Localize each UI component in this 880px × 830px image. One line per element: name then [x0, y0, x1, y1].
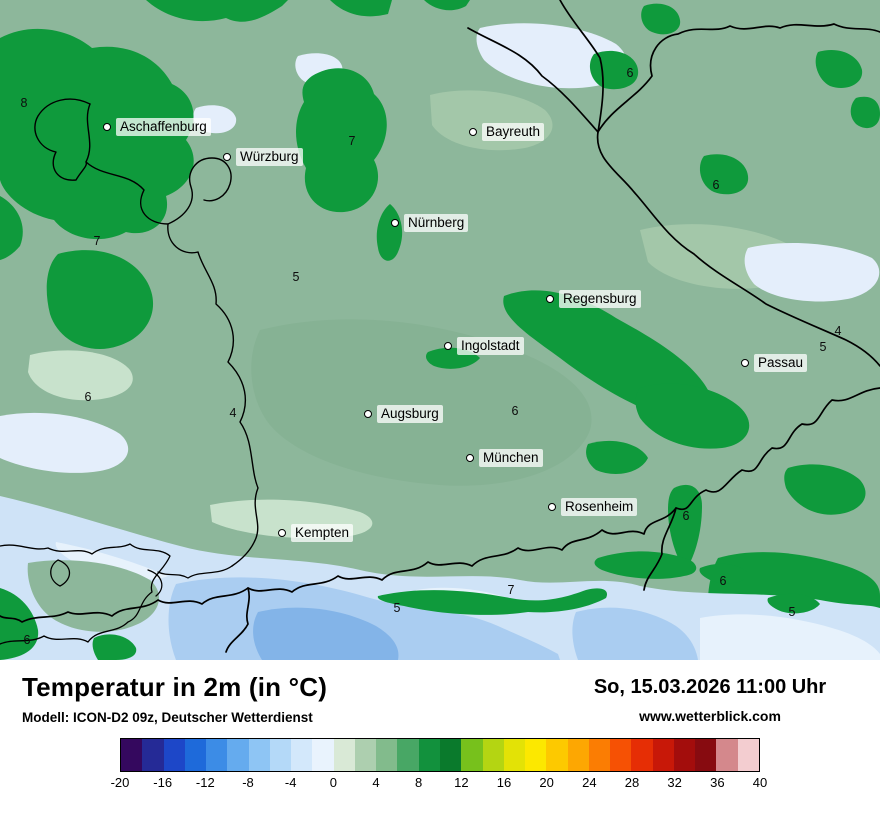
map-area: Aschaffenburg Würzburg Bayreuth Nürnberg Reg…: [0, 0, 880, 660]
temperature-value-label: 7: [93, 234, 101, 248]
temperature-value-label: 5: [393, 601, 401, 615]
temperature-value-label: 8: [20, 96, 28, 110]
colorbar-segment: [206, 739, 228, 771]
temperature-value-label: 6: [712, 178, 720, 192]
colorbar-ticks: -20 -16 -12 -8 -4 0 4 8 12 16 20 24 28 32 36 40: [111, 775, 768, 793]
border-austria: [0, 387, 880, 623]
website-label: www.wetterblick.com: [639, 708, 781, 724]
colorbar-tick-label: 28: [624, 775, 640, 790]
colorbar-segment: [121, 739, 143, 771]
border-czech-north: [597, 23, 880, 133]
colorbar-segment: [546, 739, 568, 771]
temperature-value-label: 6: [511, 404, 519, 418]
colorbar-segment: [737, 739, 759, 771]
colorbar-segment: [461, 739, 483, 771]
colorbar-segment: [588, 739, 611, 771]
colorbar-segment: [503, 739, 526, 771]
colorbar-tick-label: 12: [454, 775, 469, 790]
temperature-value-label: 6: [23, 633, 31, 647]
colorbar-tick-label: 16: [496, 775, 512, 790]
border-fuessen-wedge: [225, 587, 250, 653]
colorbar-segment: [652, 739, 674, 771]
temperature-value-label: 5: [292, 270, 300, 284]
model-info: Modell: ICON-D2 09z, Deutscher Wetterdie…: [22, 710, 313, 725]
border-wuerzburg-loop: [167, 157, 232, 225]
colorbar-segment: [482, 739, 504, 771]
colorbar-segment: [312, 739, 334, 771]
colorbar-segment: [418, 739, 440, 771]
colorbar-segment: [610, 739, 632, 771]
colorbar-tick-label: 36: [710, 775, 725, 790]
colorbar-segment: [376, 739, 398, 771]
temperature-value-label: 6: [682, 509, 690, 523]
border-connector-southwest: [157, 565, 233, 579]
colorbar-segment: [567, 739, 589, 771]
footer-right: So, 15.03.2026 11:00 Uhr www.wetterblick…: [560, 672, 860, 724]
temperature-value-label: 6: [626, 66, 634, 80]
border-czech: [467, 27, 880, 367]
colorbar-segment: [439, 739, 462, 771]
colorbar-segment: [354, 739, 377, 771]
border-tyrol-wedge: [643, 507, 677, 591]
colorbar-tick-label: 8: [415, 775, 423, 790]
footer-left: Temperatur in 2m (in °C) Modell: ICON-D2…: [22, 672, 327, 725]
colorbar-segment: [631, 739, 653, 771]
temperature-value-label: 6: [719, 574, 727, 588]
colorbar-segment: [525, 739, 547, 771]
colorbar-tick-label: -20: [110, 775, 130, 790]
temperature-value-label: 4: [834, 324, 842, 338]
colorbar-tick-label: 20: [539, 775, 554, 790]
colorbar-segment: [248, 739, 270, 771]
colorbar-segment: [184, 739, 207, 771]
colorbar-tick-label: -12: [195, 775, 215, 790]
colorbar-tick-label: -4: [284, 775, 297, 790]
colorbar-tick-label: 0: [329, 775, 337, 790]
colorbar-segment: [227, 739, 249, 771]
colorbar-segment: [163, 739, 185, 771]
border-saxony: [559, 0, 604, 133]
temperature-map-svg: [0, 0, 880, 660]
colorbar-tick-label: 40: [752, 775, 768, 790]
temperature-value-label: 6: [84, 390, 92, 404]
colorbar-tick-label: -8: [242, 775, 254, 790]
colorbar-segment: [716, 739, 738, 771]
map-title: Temperatur in 2m (in °C): [22, 672, 328, 702]
border-lines: [0, 0, 880, 653]
very-pale-areas: [0, 23, 880, 473]
temperature-value-label: 4: [229, 406, 237, 420]
colorbar-tick-label: 4: [372, 775, 380, 790]
colorbar-gradient: [120, 738, 760, 772]
border-bavaria-west: [85, 103, 259, 567]
border-allgaeu-loop: [50, 559, 71, 587]
temperature-value-label: 5: [788, 605, 796, 619]
colorbar-segment: [397, 739, 419, 771]
dark-sage-center: [251, 319, 592, 486]
colorbar-segment: [673, 739, 696, 771]
colorbar: -20 -16 -12 -8 -4 0 4 8 12 16 20 24 28 32 36 40: [111, 738, 768, 793]
temperature-value-label: 7: [348, 134, 356, 148]
colorbar-segment: [269, 739, 292, 771]
footer-text-row: Temperatur in 2m (in °C) Modell: ICON-D2…: [0, 660, 880, 725]
temperature-value-label: 5: [819, 340, 827, 354]
forecast-datetime: So, 15.03.2026 11:00 Uhr: [593, 676, 827, 698]
colorbar-tick-label: 32: [667, 775, 682, 790]
colorbar-tick-label: -16: [153, 775, 173, 790]
colorbar-tick-label: 24: [582, 775, 597, 790]
colorbar-segment: [142, 739, 164, 771]
colorbar-segment: [695, 739, 717, 771]
temperature-value-label: 7: [507, 583, 515, 597]
alpine-blue-band: [0, 496, 880, 660]
border-allgaeu-spur: [147, 569, 163, 597]
border-hessen-pocket: [34, 98, 91, 181]
colorbar-segment: [333, 739, 355, 771]
colorbar-segment: [291, 739, 313, 771]
footer: Temperatur in 2m (in °C) Modell: ICON-D2…: [0, 660, 880, 830]
bright-green-areas: [0, 0, 880, 660]
